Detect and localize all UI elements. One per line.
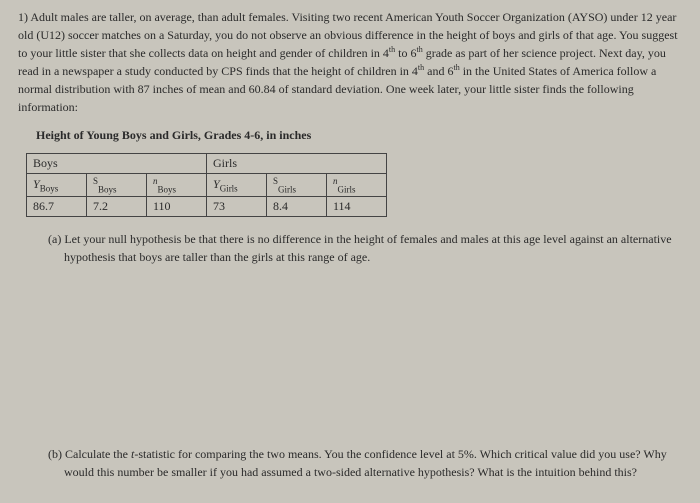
n-boys-value: 110 bbox=[147, 197, 207, 217]
s-girls-header: SGirls bbox=[267, 174, 327, 197]
part-a: (a) Let your null hypothesis be that the… bbox=[48, 231, 682, 266]
table-subheader-row: YBoys SBoys nBoys YGirls SGirls nGirls bbox=[27, 174, 387, 197]
part-b: (b) Calculate the t-statistic for compar… bbox=[48, 446, 682, 481]
s-girls-value: 8.4 bbox=[267, 197, 327, 217]
problem-statement: 1) Adult males are taller, on average, t… bbox=[18, 8, 682, 116]
s-boys-header: SBoys bbox=[87, 174, 147, 197]
part-a-text: Let your null hypothesis be that there i… bbox=[64, 232, 672, 263]
data-table: Boys Girls YBoys SBoys nBoys YGirls SGir… bbox=[26, 153, 387, 217]
n-boys-header: nBoys bbox=[147, 174, 207, 197]
s-boys-value: 7.2 bbox=[87, 197, 147, 217]
y-girls-header: YGirls bbox=[207, 174, 267, 197]
table-title: Height of Young Boys and Girls, Grades 4… bbox=[36, 128, 682, 143]
y-boys-header: YBoys bbox=[27, 174, 87, 197]
girls-header: Girls bbox=[207, 154, 387, 174]
part-a-label: (a) bbox=[48, 232, 61, 246]
table-header-row: Boys Girls bbox=[27, 154, 387, 174]
y-boys-value: 86.7 bbox=[27, 197, 87, 217]
table-data-row: 86.7 7.2 110 73 8.4 114 bbox=[27, 197, 387, 217]
boys-header: Boys bbox=[27, 154, 207, 174]
part-b-label: (b) bbox=[48, 447, 62, 461]
problem-number: 1) bbox=[18, 10, 28, 24]
n-girls-value: 114 bbox=[327, 197, 387, 217]
y-girls-value: 73 bbox=[207, 197, 267, 217]
n-girls-header: nGirls bbox=[327, 174, 387, 197]
